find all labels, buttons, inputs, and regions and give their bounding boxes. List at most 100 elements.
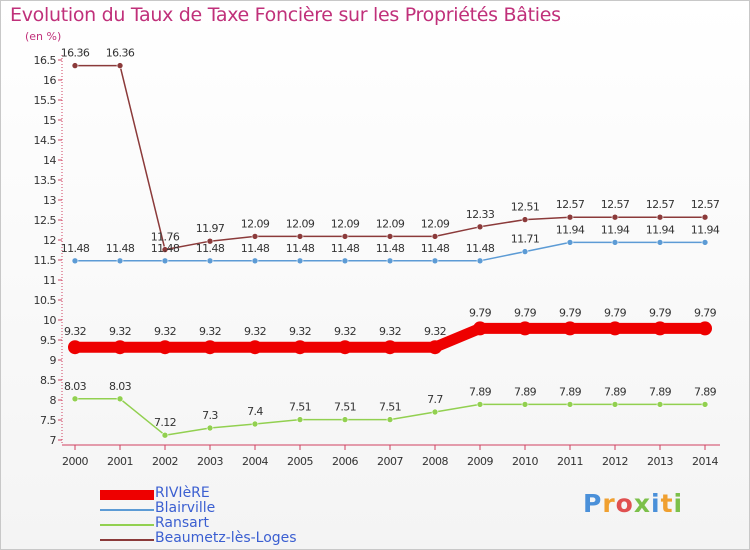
data-point bbox=[566, 401, 574, 408]
data-label: 9.79 bbox=[604, 306, 627, 319]
logo-letter: o bbox=[615, 489, 634, 518]
data-point bbox=[476, 401, 484, 408]
data-point bbox=[383, 340, 397, 355]
data-label: 7.7 bbox=[427, 393, 443, 406]
legend-label: Ransart bbox=[155, 515, 209, 531]
legend-swatch bbox=[100, 509, 154, 511]
data-point bbox=[116, 395, 124, 403]
data-point bbox=[386, 257, 394, 265]
data-point bbox=[701, 213, 709, 221]
y-tick-label: 12 bbox=[43, 234, 56, 247]
data-label: 7.51 bbox=[379, 401, 401, 414]
data-label: 11.94 bbox=[556, 223, 585, 236]
series-lines bbox=[68, 62, 712, 439]
data-point bbox=[71, 62, 79, 69]
logo-letter: P bbox=[583, 489, 603, 518]
x-tick-label: 2014 bbox=[692, 455, 718, 468]
data-label: 9.32 bbox=[64, 325, 86, 338]
x-ticks: 2000 2001 2002 2003 2004 2005 2006 2007 2008 2009… bbox=[62, 445, 719, 468]
x-tick-label: 2006 bbox=[332, 455, 358, 468]
legend-swatch bbox=[100, 539, 154, 541]
data-point bbox=[656, 401, 664, 408]
data-point bbox=[521, 401, 529, 408]
data-label: 8.03 bbox=[64, 380, 87, 393]
data-label: 11.48 bbox=[466, 242, 495, 255]
y-ticks: 7 7.5 8 8.5 9 9.5 10 10.5 11 11.5 12 12.5 13 13.5 14 14… bbox=[34, 54, 62, 447]
data-label: 11.48 bbox=[151, 242, 180, 255]
data-point bbox=[296, 257, 304, 265]
data-label: 7.89 bbox=[469, 385, 492, 398]
data-label: 7.89 bbox=[604, 385, 627, 398]
y-tick-label: 16 bbox=[43, 74, 56, 87]
data-label: 9.32 bbox=[199, 325, 221, 338]
data-point bbox=[566, 213, 574, 221]
data-label: 7.51 bbox=[334, 401, 356, 414]
y-tick-label: 15 bbox=[43, 114, 56, 127]
data-label: 9.32 bbox=[289, 325, 311, 338]
data-label: 16.36 bbox=[106, 47, 135, 60]
data-label: 9.79 bbox=[694, 306, 717, 319]
data-point bbox=[431, 257, 439, 265]
data-label: 12.09 bbox=[376, 217, 405, 230]
data-point bbox=[428, 340, 442, 355]
data-label: 11.71 bbox=[511, 233, 540, 246]
x-tick-label: 2001 bbox=[107, 455, 133, 468]
data-label: 11.48 bbox=[286, 242, 315, 255]
data-label: 11.76 bbox=[151, 231, 180, 244]
data-point bbox=[611, 213, 619, 221]
data-label: 7.89 bbox=[649, 385, 672, 398]
data-label: 11.97 bbox=[196, 222, 225, 235]
y-tick-label: 9.5 bbox=[40, 334, 56, 347]
data-label: 7.89 bbox=[514, 385, 537, 398]
x-tick-label: 2012 bbox=[602, 455, 628, 468]
data-point bbox=[71, 257, 79, 265]
y-tick-label: 15.5 bbox=[34, 94, 57, 107]
x-tick-label: 2008 bbox=[422, 455, 448, 468]
data-label: 12.57 bbox=[556, 198, 585, 211]
data-label: 11.48 bbox=[196, 242, 225, 255]
data-point bbox=[518, 321, 532, 336]
data-point bbox=[296, 233, 304, 240]
data-label: 9.32 bbox=[109, 325, 131, 338]
data-label: 9.79 bbox=[649, 306, 672, 319]
y-tick-label: 8.5 bbox=[40, 374, 56, 387]
data-point bbox=[476, 223, 484, 231]
data-label: 11.48 bbox=[106, 242, 135, 255]
x-tick-label: 2005 bbox=[287, 455, 313, 468]
data-point bbox=[116, 257, 124, 265]
data-point bbox=[341, 257, 349, 265]
data-label: 9.32 bbox=[244, 325, 266, 338]
x-tick-label: 2009 bbox=[467, 455, 493, 468]
data-point bbox=[341, 233, 349, 240]
logo-letter: t bbox=[660, 489, 674, 518]
data-label: 7.51 bbox=[289, 401, 311, 414]
data-point bbox=[566, 239, 574, 246]
data-point bbox=[653, 321, 667, 336]
data-label: 9.32 bbox=[334, 325, 356, 338]
legend-label: RIVIèRE bbox=[155, 485, 210, 501]
data-point bbox=[431, 408, 439, 416]
data-label: 11.94 bbox=[601, 223, 630, 236]
x-tick-label: 2013 bbox=[647, 455, 673, 468]
y-tick-label: 11 bbox=[43, 274, 56, 287]
data-label: 11.48 bbox=[331, 242, 360, 255]
y-tick-label: 14.5 bbox=[34, 134, 57, 147]
y-tick-label: 7.5 bbox=[40, 414, 56, 427]
data-point bbox=[476, 257, 484, 265]
data-point bbox=[341, 416, 349, 423]
proxiti-logo: Proxiti bbox=[583, 489, 683, 518]
data-point bbox=[206, 237, 214, 245]
data-point bbox=[386, 416, 394, 423]
data-label: 12.51 bbox=[511, 201, 540, 214]
data-label: 7.12 bbox=[154, 416, 176, 429]
data-point bbox=[701, 239, 709, 246]
y-tick-label: 16.5 bbox=[34, 54, 57, 67]
data-point bbox=[71, 395, 79, 403]
data-label: 16.36 bbox=[61, 47, 90, 60]
data-label: 12.33 bbox=[466, 208, 495, 221]
logo-letter: x bbox=[633, 489, 651, 518]
data-point bbox=[386, 233, 394, 240]
data-label: 12.09 bbox=[286, 217, 315, 230]
data-point bbox=[251, 420, 259, 428]
